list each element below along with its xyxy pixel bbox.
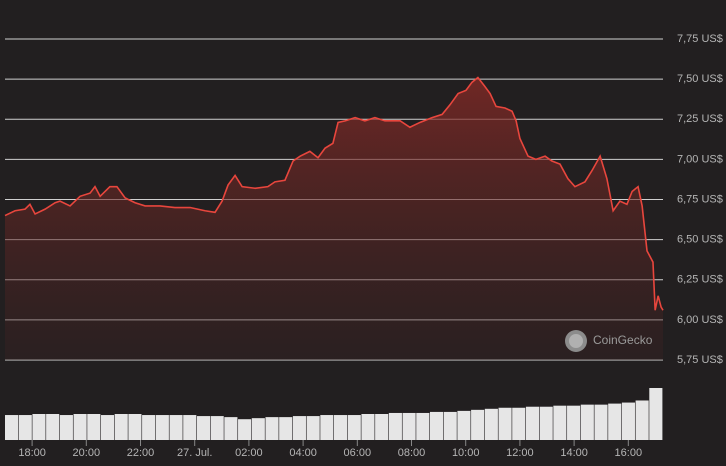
volume-bar — [649, 388, 663, 440]
y-tick-label: 7,00 US$ — [677, 153, 723, 165]
volume-bar — [196, 416, 211, 440]
volume-bar — [347, 415, 361, 440]
volume-bar — [429, 411, 444, 440]
x-tick-label: 27. Jul. — [177, 447, 212, 459]
volume-bar — [443, 411, 457, 440]
y-tick-label: 6,50 US$ — [677, 234, 723, 246]
volume-bar — [525, 406, 540, 440]
volume-bar — [100, 415, 115, 440]
volume-bar — [594, 404, 608, 440]
volume-bar — [128, 414, 142, 440]
volume-bar — [210, 416, 224, 440]
x-tick-label: 08:00 — [398, 447, 426, 459]
volume-bar — [416, 412, 430, 440]
volume-bar — [635, 400, 649, 440]
x-tick-label: 18:00 — [18, 447, 46, 459]
x-tick-label: 10:00 — [452, 447, 480, 459]
volume-bar — [292, 416, 306, 440]
volume-bar — [320, 415, 334, 440]
volume-bar — [567, 405, 581, 440]
volume-bar — [32, 414, 46, 440]
volume-bar — [498, 407, 512, 440]
y-tick-label: 7,50 US$ — [677, 73, 723, 85]
price-area — [5, 77, 663, 361]
volume-bar — [539, 406, 553, 440]
x-tick-label: 12:00 — [506, 447, 534, 459]
volume-bar — [59, 415, 73, 440]
volume-bar — [484, 408, 498, 440]
x-tick-label: 06:00 — [344, 447, 372, 459]
watermark-text: CoinGecko — [593, 333, 653, 347]
y-tick-label: 6,00 US$ — [677, 314, 723, 326]
volume-bar — [169, 415, 183, 440]
volume-bar — [114, 414, 128, 440]
y-tick-label: 7,75 US$ — [677, 33, 723, 45]
volume-bar — [361, 414, 375, 440]
volume-bar — [334, 415, 348, 440]
x-tick-label: 16:00 — [615, 447, 643, 459]
volume-bar — [46, 414, 60, 440]
volume-bar — [608, 403, 622, 440]
x-tick-label: 04:00 — [289, 447, 317, 459]
volume-bar — [512, 407, 526, 440]
volume-bar — [155, 415, 169, 440]
watermark-logo-inner — [569, 334, 583, 348]
y-tick-label: 7,25 US$ — [677, 113, 723, 125]
watermark: CoinGecko — [565, 330, 653, 352]
volume-bar — [238, 419, 252, 440]
x-tick-label: 02:00 — [235, 447, 263, 459]
volume-bar — [142, 415, 156, 440]
volume-bar — [621, 402, 635, 440]
volume-bar — [471, 409, 485, 440]
volume-bar — [306, 416, 320, 440]
volume-bar — [73, 414, 87, 440]
y-tick-label: 6,25 US$ — [677, 274, 723, 286]
volume-bar — [580, 404, 594, 440]
x-tick-label: 20:00 — [73, 447, 101, 459]
volume-bar — [553, 405, 567, 440]
x-tick-label: 14:00 — [560, 447, 588, 459]
volume-bar — [18, 415, 32, 440]
price-line — [4, 76, 664, 311]
volume-bar — [5, 415, 19, 440]
volume-bar — [251, 418, 265, 440]
volume-bar — [402, 412, 416, 440]
y-tick-label: 5,75 US$ — [677, 354, 723, 366]
x-tick-label: 22:00 — [127, 447, 155, 459]
volume-bar — [375, 414, 389, 440]
volume-bar — [265, 417, 279, 440]
volume-bar — [457, 410, 471, 440]
volume-bar — [224, 417, 238, 440]
volume-bar — [87, 414, 101, 440]
volume-bar — [388, 412, 402, 440]
y-tick-label: 6,75 US$ — [677, 193, 723, 205]
volume-bar — [279, 417, 293, 440]
volume-bar — [183, 415, 197, 440]
